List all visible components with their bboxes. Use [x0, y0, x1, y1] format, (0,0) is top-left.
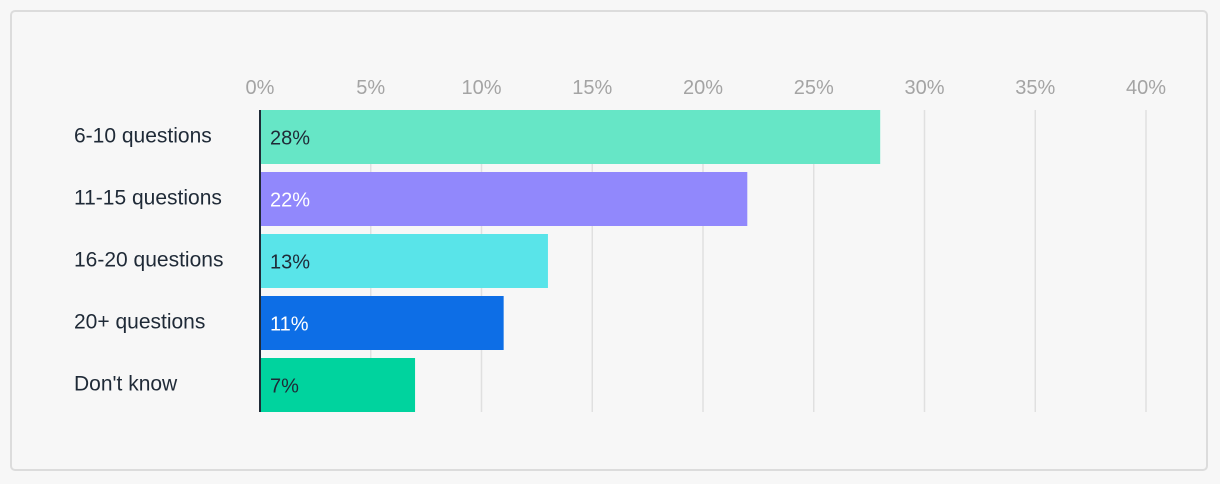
bar	[260, 110, 881, 164]
data-label: 28%	[270, 127, 310, 149]
bar	[260, 358, 416, 412]
x-tick-label: 20%	[683, 77, 723, 99]
bar	[260, 296, 504, 350]
x-tick-label: 35%	[1015, 77, 1055, 99]
chart-card	[10, 10, 1208, 471]
bar	[260, 234, 548, 288]
x-tick-label: 5%	[356, 77, 385, 99]
category-label: 11-15 questions	[74, 187, 222, 210]
x-tick-label: 0%	[246, 77, 275, 99]
category-label: 16-20 questions	[74, 249, 223, 272]
category-label: 6-10 questions	[74, 125, 212, 148]
bar	[260, 172, 748, 226]
data-label: 11%	[270, 313, 309, 335]
data-label: 13%	[270, 251, 310, 273]
data-label: 22%	[270, 189, 310, 211]
x-tick-label: 15%	[572, 77, 612, 99]
x-tick-label: 40%	[1126, 77, 1166, 99]
x-tick-label: 25%	[794, 77, 834, 99]
x-tick-label: 10%	[461, 77, 501, 99]
data-label: 7%	[270, 375, 299, 397]
category-label: 20+ questions	[74, 311, 205, 334]
category-label: Don't know	[74, 373, 178, 396]
x-tick-label: 30%	[904, 77, 944, 99]
